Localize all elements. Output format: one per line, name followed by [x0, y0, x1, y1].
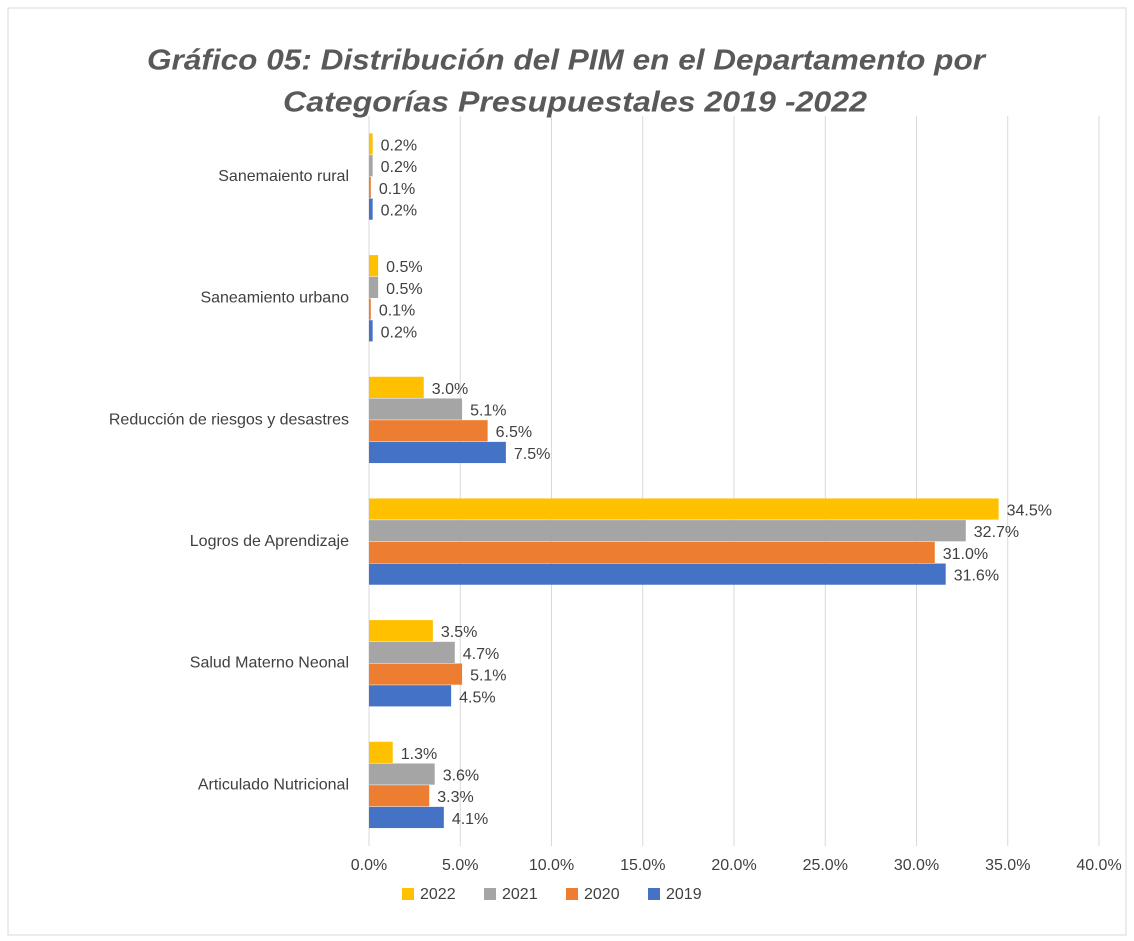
y-tick-label: Logros de Aprendizaje	[190, 533, 349, 550]
y-tick-label: Sanemaiento rural	[218, 168, 349, 185]
data-label: 0.2%	[381, 324, 417, 341]
data-label: 0.2%	[381, 203, 417, 220]
data-label: 0.5%	[386, 259, 422, 276]
data-label: 6.5%	[496, 424, 532, 441]
x-tick-label: 10.0%	[529, 857, 574, 874]
bar	[369, 498, 999, 520]
data-label: 0.1%	[379, 181, 415, 198]
y-tick-label: Articulado Nutricional	[198, 776, 349, 793]
bar	[369, 563, 946, 585]
chart-title: Gráfico 05: Distribución del PIM en el D…	[147, 45, 987, 77]
bar	[369, 441, 506, 464]
x-tick-label: 40.0%	[1076, 857, 1121, 874]
data-label: 1.3%	[401, 746, 437, 763]
data-label: 31.6%	[954, 568, 999, 585]
legend-swatch	[402, 888, 414, 900]
data-label: 4.5%	[459, 689, 495, 706]
bar	[369, 806, 444, 829]
data-label: 0.2%	[381, 159, 417, 176]
bar	[369, 176, 371, 199]
bar	[369, 276, 379, 298]
bar	[369, 155, 373, 177]
legend-label: 2019	[666, 886, 702, 903]
chart-title: Categorías Presupuestales 2019 -2022	[283, 87, 867, 119]
legend-swatch	[484, 888, 496, 900]
legend-label: 2022	[420, 886, 456, 903]
x-tick-label: 5.0%	[442, 857, 478, 874]
bar	[369, 398, 463, 420]
legend-label: 2021	[502, 886, 538, 903]
y-tick-label: Saneamiento urbano	[200, 290, 349, 307]
y-tick-label: Reducción de riesgos y desastres	[109, 411, 349, 428]
legend-swatch	[648, 888, 660, 900]
x-tick-label: 15.0%	[620, 857, 665, 874]
data-label: 5.1%	[470, 668, 506, 685]
data-label: 32.7%	[974, 524, 1019, 541]
bar	[369, 685, 452, 707]
bar	[369, 620, 433, 642]
bar	[369, 763, 435, 785]
data-label: 0.5%	[386, 281, 422, 298]
bar	[369, 641, 455, 663]
bar	[369, 663, 463, 685]
bar	[369, 320, 373, 342]
legend-swatch	[566, 888, 578, 900]
x-tick-label: 35.0%	[985, 857, 1030, 874]
bar	[369, 520, 966, 542]
data-label: 3.6%	[443, 768, 479, 785]
data-label: 0.1%	[379, 303, 415, 320]
bar	[369, 785, 430, 807]
data-label: 3.3%	[437, 789, 473, 806]
bar	[369, 133, 373, 155]
chart-border	[7, 7, 1127, 936]
data-label: 3.0%	[432, 381, 468, 398]
bar	[369, 741, 393, 763]
data-label: 31.0%	[943, 546, 988, 563]
y-tick-label: Salud Materno Neonal	[190, 655, 349, 672]
data-label: 5.1%	[470, 403, 506, 420]
bar	[369, 376, 424, 398]
x-tick-label: 20.0%	[711, 857, 756, 874]
x-tick-label: 0.0%	[351, 857, 387, 874]
x-tick-label: 30.0%	[894, 857, 939, 874]
x-tick-label: 25.0%	[803, 857, 848, 874]
legend-label: 2020	[584, 886, 620, 903]
bar	[369, 298, 371, 320]
data-label: 7.5%	[514, 446, 550, 463]
data-label: 4.1%	[452, 811, 488, 828]
data-label: 3.5%	[441, 624, 477, 641]
bar	[369, 255, 379, 277]
data-label: 0.2%	[381, 138, 417, 155]
bar	[369, 198, 373, 220]
data-label: 34.5%	[1007, 503, 1052, 520]
bar	[369, 541, 935, 564]
bar	[369, 420, 488, 442]
data-label: 4.7%	[463, 646, 499, 663]
